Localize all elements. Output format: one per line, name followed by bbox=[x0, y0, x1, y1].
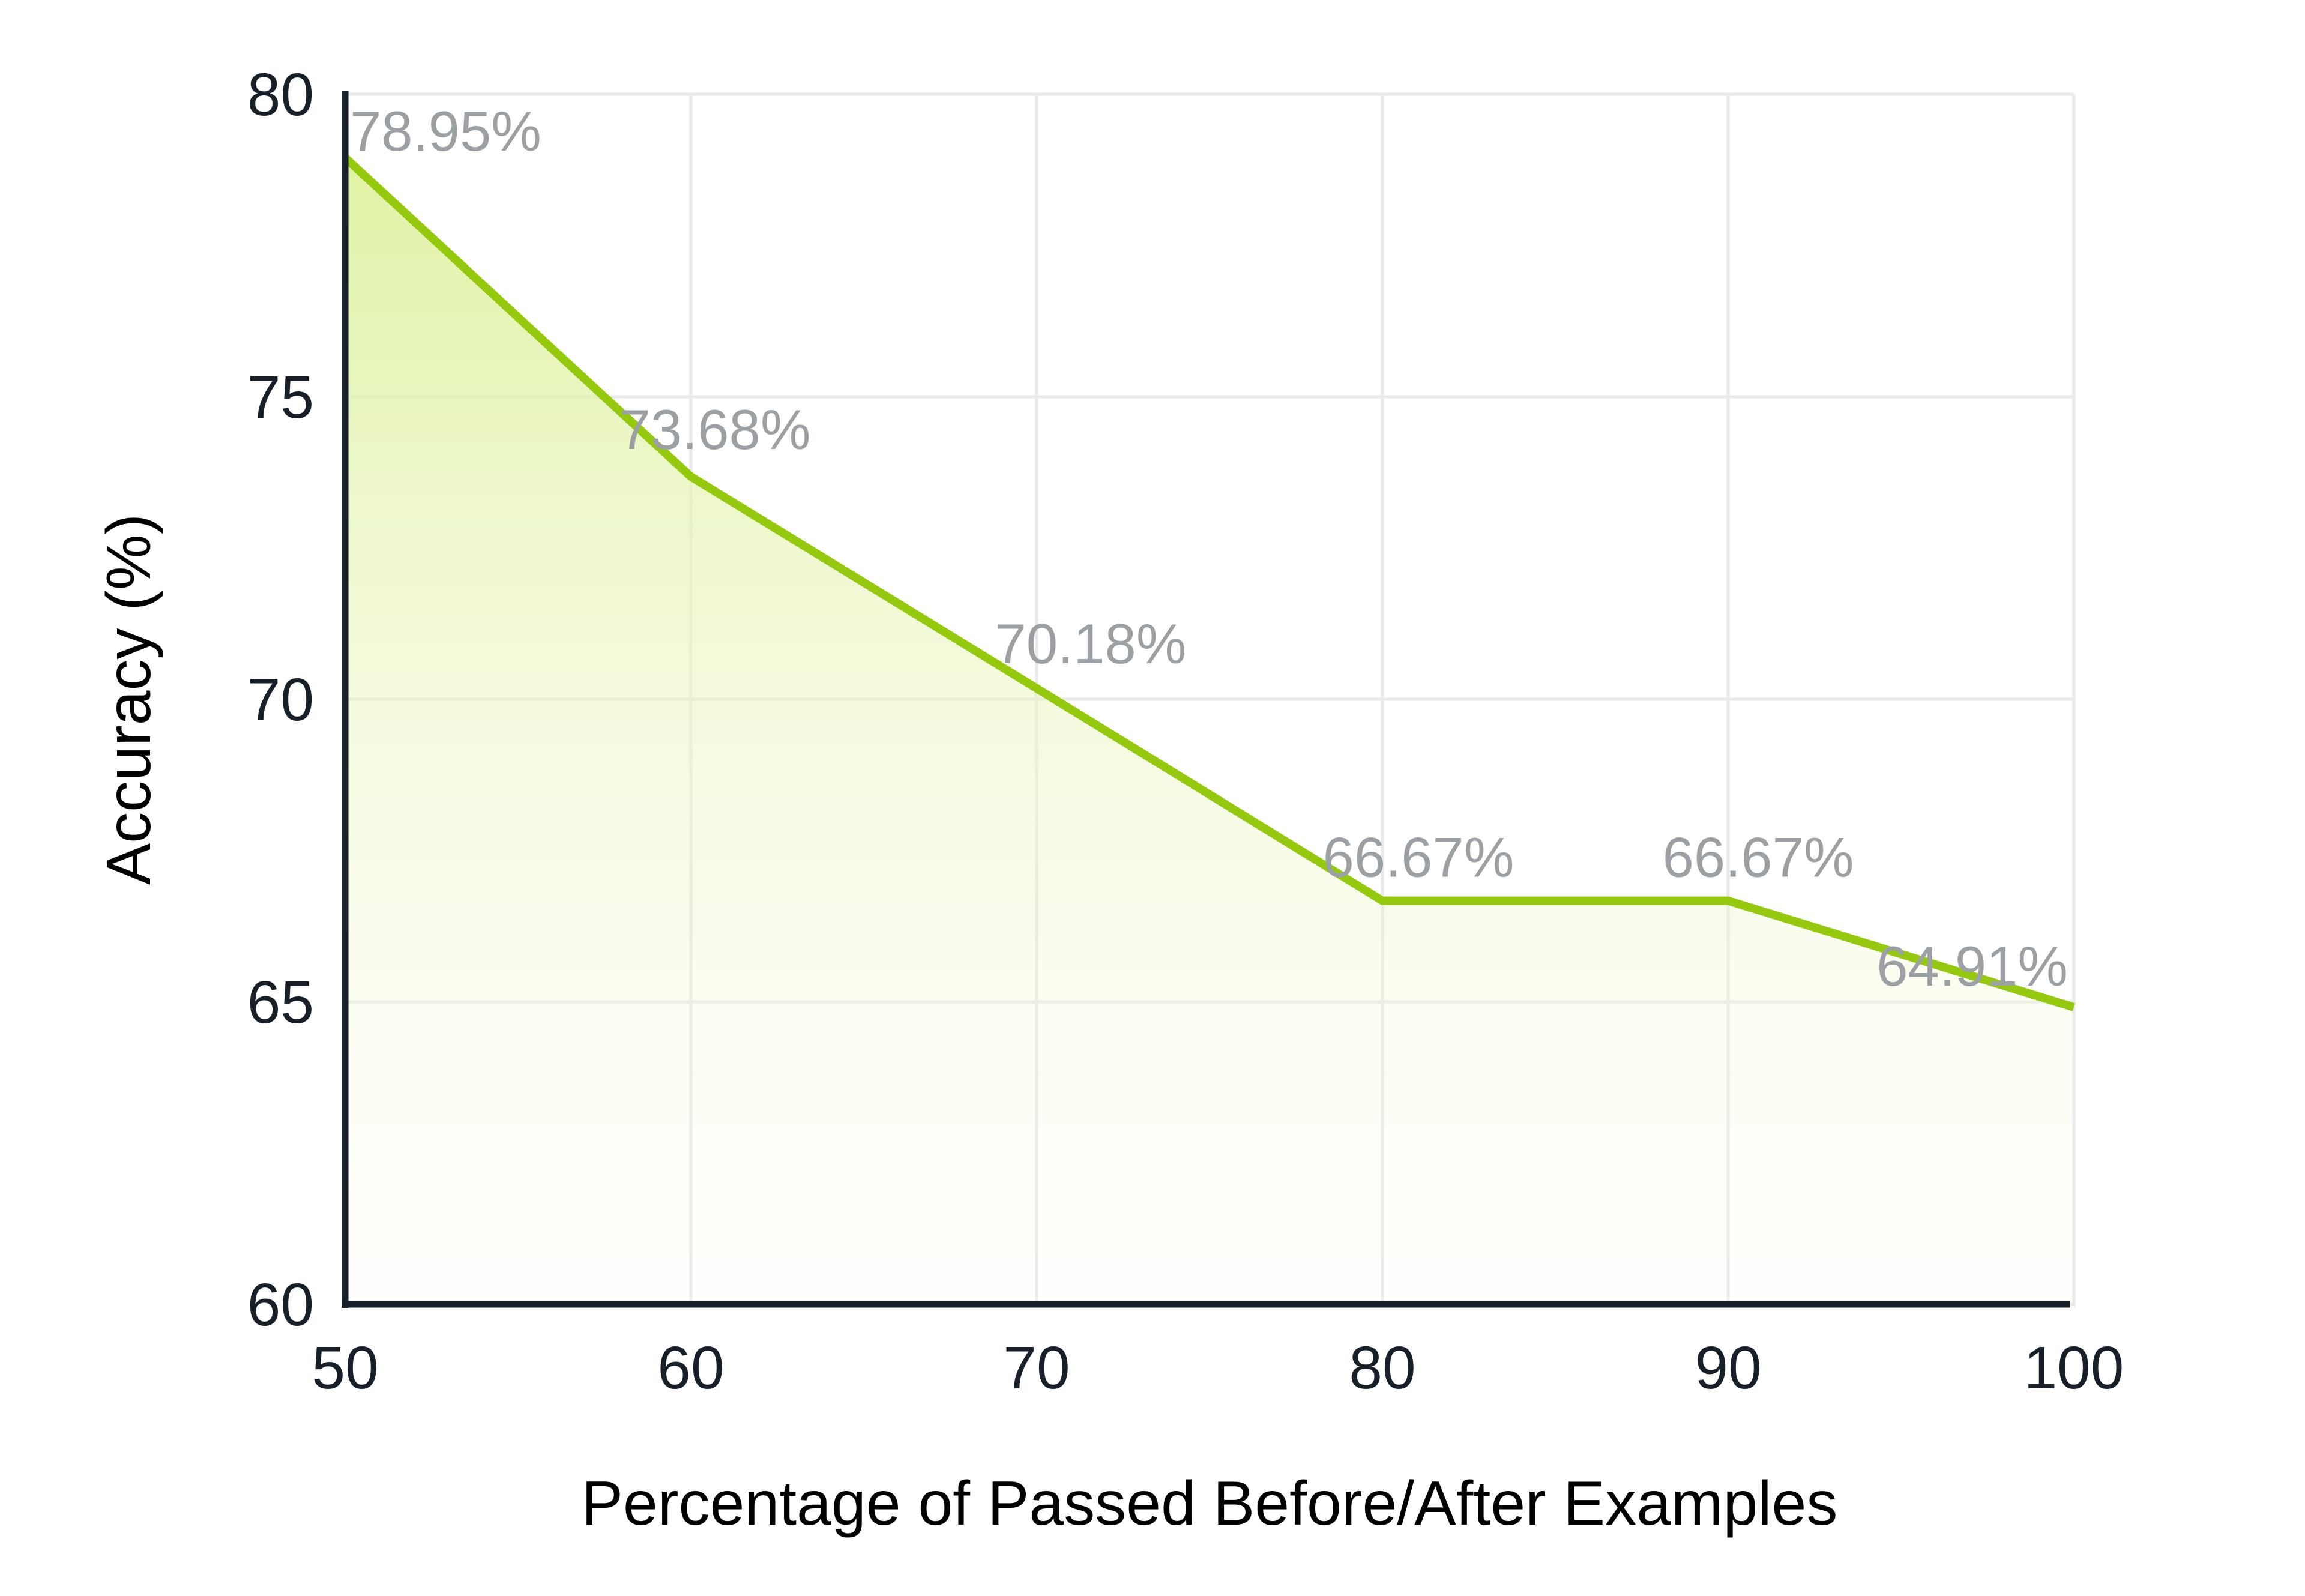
series-area-group bbox=[345, 157, 2074, 1305]
y-tick-label: 65 bbox=[247, 969, 314, 1036]
y-tick-label: 80 bbox=[247, 61, 314, 128]
y-tick-label: 70 bbox=[247, 666, 314, 733]
x-tick-label: 90 bbox=[1695, 1334, 1761, 1402]
y-axis-title: Accuracy (%) bbox=[94, 514, 164, 885]
data-point-label: 64.91% bbox=[1876, 935, 2068, 998]
y-tick-label: 60 bbox=[247, 1271, 314, 1339]
data-point-label: 66.67% bbox=[1663, 826, 1854, 889]
x-tick-label: 80 bbox=[1349, 1334, 1415, 1402]
data-point-label: 73.68% bbox=[619, 398, 811, 461]
axes-group bbox=[342, 91, 2070, 1308]
series-area bbox=[345, 157, 2074, 1305]
data-point-label: 66.67% bbox=[1323, 826, 1514, 889]
data-point-label: 70.18% bbox=[995, 612, 1187, 675]
x-tick-label: 60 bbox=[657, 1334, 724, 1402]
x-tick-label: 70 bbox=[1003, 1334, 1070, 1402]
series-line-group bbox=[342, 154, 2076, 1011]
x-axis-title: Percentage of Passed Before/After Exampl… bbox=[582, 1469, 1838, 1538]
y-tick-label: 75 bbox=[247, 364, 314, 431]
series-line bbox=[342, 154, 2076, 1011]
data-point-label: 78.95% bbox=[350, 100, 541, 163]
x-tick-label: 50 bbox=[312, 1334, 378, 1402]
data-labels-group: 78.95% 73.68% 70.18% 66.67% 66.67% 64.91% bbox=[350, 100, 2068, 998]
x-tick-label: 100 bbox=[2024, 1334, 2124, 1402]
